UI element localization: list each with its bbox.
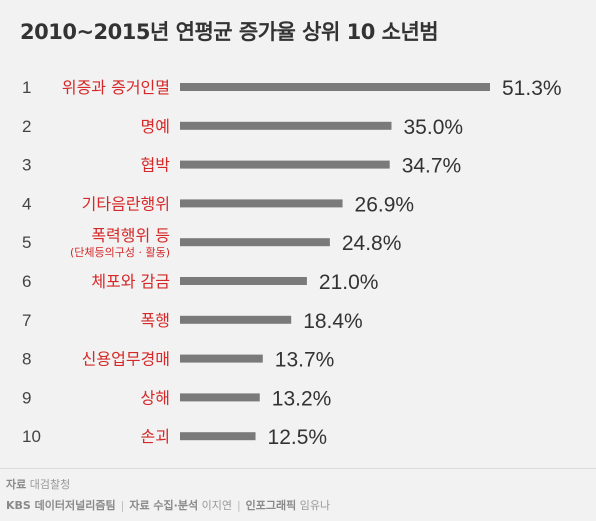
- bar: [180, 121, 392, 130]
- value-label: 21.0%: [319, 271, 379, 294]
- value-label: 13.2%: [272, 387, 332, 410]
- rank-number: 10: [22, 427, 41, 446]
- category-label: 기타음란행위: [82, 194, 170, 213]
- rank-number: 3: [22, 156, 31, 175]
- chart-title: 2010~2015년 연평균 증가율 상위 10 소년범: [20, 20, 439, 44]
- value-label: 24.8%: [342, 232, 402, 255]
- value-label: 35.0%: [404, 116, 464, 139]
- rank-number: 5: [22, 233, 31, 252]
- collect-value: 이지연: [201, 499, 232, 512]
- value-label: 51.3%: [502, 77, 562, 100]
- category-label: 협박: [141, 156, 171, 175]
- rank-number: 2: [22, 117, 31, 136]
- category-label: 손괴: [141, 427, 170, 446]
- bar: [180, 354, 263, 363]
- category-label: 체포와 감금: [91, 272, 170, 291]
- separator: |: [120, 499, 125, 512]
- bar: [180, 160, 390, 169]
- separator: |: [236, 499, 241, 512]
- rank-number: 9: [22, 388, 31, 407]
- category-label: 폭력행위 등: [91, 226, 170, 245]
- rank-number: 8: [22, 350, 31, 369]
- category-label: 신용업무경매: [82, 350, 170, 369]
- category-label: 상해: [141, 388, 170, 407]
- footer-divider: [0, 468, 596, 469]
- value-label: 13.7%: [275, 349, 335, 372]
- category-label: 위증과 증거인멸: [62, 78, 170, 97]
- value-label: 26.9%: [355, 193, 415, 216]
- team-name: KBS 데이터저널리즘팀: [6, 499, 116, 512]
- rank-number: 6: [22, 272, 31, 291]
- rank-number: 7: [22, 311, 31, 330]
- category-sublabel: (단체등의구성 · 활동): [70, 245, 170, 259]
- bar: [180, 199, 343, 208]
- bar: [180, 277, 307, 285]
- bar: [180, 432, 256, 441]
- bar: [180, 238, 330, 247]
- value-label: 34.7%: [402, 155, 462, 178]
- category-label: 명예: [141, 117, 170, 136]
- rank-number: 4: [22, 194, 31, 213]
- bar: [180, 393, 260, 402]
- value-label: 18.4%: [303, 310, 363, 333]
- value-label: 12.5%: [268, 426, 328, 449]
- bar: [180, 315, 292, 324]
- source-label: 자료: [6, 478, 27, 491]
- bar-chart: 1 위증과 증거인멸 51.3% 2 명예 35.0% 3 협박 34.7% 4 기타음란행위 26.…: [22, 77, 562, 449]
- bar: [180, 83, 490, 91]
- category-label: 폭행: [141, 311, 170, 330]
- source-value: 대검찰청: [29, 478, 71, 491]
- collect-label: 자료 수집·분석: [129, 499, 199, 512]
- graphic-value: 임유나: [299, 499, 331, 512]
- footer-credits: KBS 데이터저널리즘팀 | 자료 수집·분석 이지연 | 인포그래픽 임유나: [6, 497, 330, 513]
- rank-number: 1: [22, 78, 31, 97]
- graphic-label: 인포그래픽: [245, 499, 297, 512]
- footer-source: 자료 대검찰청: [6, 476, 70, 492]
